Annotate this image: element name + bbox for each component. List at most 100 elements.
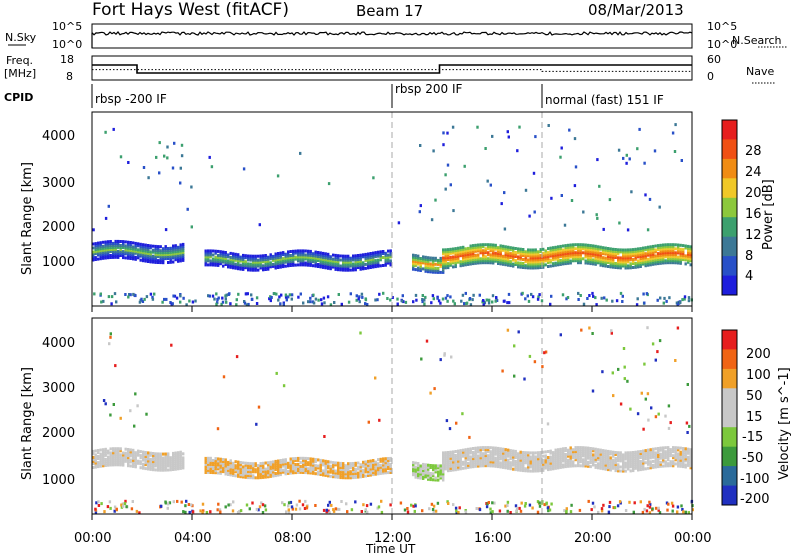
scatter-cell bbox=[175, 296, 179, 300]
scatter-cell bbox=[327, 474, 330, 478]
scatter-cell bbox=[427, 473, 430, 477]
scatter-cell bbox=[534, 463, 537, 467]
scatter-cell bbox=[372, 467, 375, 471]
scatter-cell bbox=[482, 446, 485, 450]
scatter-cell bbox=[344, 466, 347, 470]
scatter-cell bbox=[504, 454, 507, 458]
scatter-cell bbox=[108, 500, 112, 504]
scatter-cell bbox=[622, 467, 625, 471]
scatter-cell bbox=[139, 450, 142, 454]
scatter-cell bbox=[467, 254, 470, 258]
scatter-cell bbox=[619, 264, 622, 268]
scatter-cell bbox=[509, 451, 512, 455]
scatter-cell bbox=[322, 265, 325, 269]
scatter-cell bbox=[309, 457, 312, 461]
scatter-cell bbox=[619, 453, 622, 457]
scatter-cell bbox=[417, 468, 420, 472]
scatter-cell bbox=[277, 467, 280, 471]
scatter-cell bbox=[114, 239, 117, 243]
scatter-cell bbox=[337, 268, 340, 272]
scatter-cell bbox=[634, 265, 637, 269]
scatter-cell bbox=[649, 452, 652, 456]
scatter-cell bbox=[134, 461, 137, 465]
scatter-cell bbox=[499, 258, 502, 262]
scatter-cell bbox=[287, 463, 290, 467]
scatter-cell bbox=[497, 256, 500, 259]
scatter-cell bbox=[327, 182, 331, 186]
scatter-cell bbox=[592, 461, 595, 465]
scatter-cell bbox=[282, 470, 285, 474]
scatter-cell bbox=[262, 463, 265, 467]
scatter-cell bbox=[457, 248, 460, 252]
scatter-cell bbox=[124, 459, 127, 463]
scatter-cell bbox=[524, 264, 527, 268]
scatter-cell bbox=[677, 255, 680, 259]
scatter-cell bbox=[369, 473, 372, 477]
scatter-cell bbox=[339, 264, 342, 268]
scatter-cell bbox=[349, 256, 352, 260]
scatter-cell bbox=[334, 267, 337, 271]
scatter-cell bbox=[167, 253, 170, 256]
scatter-cell bbox=[344, 464, 347, 468]
scatter-cell bbox=[637, 456, 640, 460]
scatter-cell bbox=[544, 450, 547, 454]
scatter-cell bbox=[149, 258, 152, 262]
scatter-cell bbox=[109, 447, 112, 451]
scatter-cell bbox=[157, 251, 160, 255]
scatter-cell bbox=[157, 460, 160, 464]
scatter-cell bbox=[139, 460, 142, 464]
scatter-cell bbox=[612, 458, 615, 462]
scatter-cell bbox=[157, 464, 160, 468]
scatter-cell bbox=[602, 260, 605, 264]
scatter-cell bbox=[600, 507, 604, 511]
scatter-cell bbox=[612, 450, 615, 454]
scatter-cell bbox=[232, 262, 235, 266]
scatter-cell bbox=[482, 299, 485, 302]
scatter-cell bbox=[639, 261, 642, 264]
scatter-cell bbox=[317, 263, 320, 266]
scatter-cell bbox=[659, 296, 662, 300]
scatter-cell bbox=[524, 188, 528, 192]
scatter-cell bbox=[209, 253, 212, 257]
scatter-cell bbox=[354, 262, 357, 266]
scatter-cell bbox=[112, 247, 115, 251]
scatter-cell bbox=[532, 250, 535, 254]
scatter-cell bbox=[169, 248, 172, 252]
scatter-cell bbox=[439, 260, 442, 264]
scatter-cell bbox=[247, 262, 250, 266]
scatter-cell bbox=[454, 247, 457, 251]
scatter-cell bbox=[277, 461, 280, 465]
scatter-cell bbox=[652, 451, 655, 455]
scatter-cell bbox=[652, 248, 655, 252]
scatter-cell bbox=[457, 254, 460, 258]
scatter-cell bbox=[359, 259, 362, 263]
scatter-cell bbox=[654, 447, 657, 451]
scatter-cell bbox=[504, 462, 507, 466]
scatter-cell bbox=[509, 248, 512, 252]
scatter-cell bbox=[462, 257, 465, 261]
scatter-cell bbox=[632, 260, 635, 263]
scatter-cell bbox=[592, 447, 595, 451]
scatter-cell bbox=[577, 460, 580, 464]
scatter-cell bbox=[542, 255, 545, 259]
scatter-cell bbox=[559, 333, 562, 337]
scatter-cell bbox=[239, 473, 242, 477]
scatter-cell bbox=[372, 263, 375, 267]
scatter-cell bbox=[562, 256, 565, 260]
scatter-cell bbox=[299, 456, 302, 460]
scatter-cell bbox=[684, 254, 687, 258]
scatter-cell bbox=[607, 456, 610, 459]
scatter-cell bbox=[614, 453, 617, 456]
scatter-cell bbox=[662, 456, 665, 460]
scatter-cell bbox=[484, 261, 487, 265]
scatter-cell bbox=[629, 451, 632, 455]
scatter-cell bbox=[217, 249, 220, 253]
scatter-cell bbox=[349, 464, 352, 468]
scatter-cell bbox=[169, 458, 172, 462]
scatter-cell bbox=[287, 260, 290, 264]
scatter-cell bbox=[387, 457, 390, 460]
scatter-cell bbox=[537, 266, 540, 270]
scatter-cell bbox=[687, 296, 691, 300]
scatter-cell bbox=[412, 465, 415, 469]
scatter-cell bbox=[217, 471, 220, 475]
